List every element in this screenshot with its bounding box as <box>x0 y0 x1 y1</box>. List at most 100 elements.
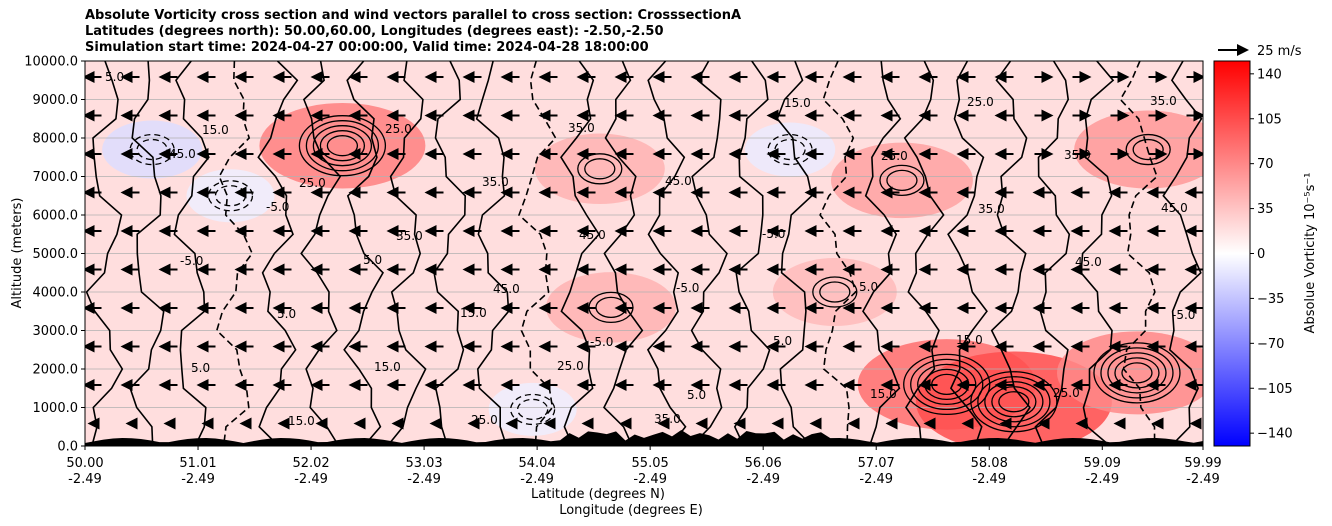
vorticity-feature-0 <box>259 102 426 189</box>
contour-path-17 <box>819 61 857 446</box>
axes: 0.0 1000.0 2000.0 3000.0 4000.0 5000.0 6000.0 7… <box>24 55 1221 488</box>
colorbar-ticks: 140 105 70 35 0 −35 −70 −105 −140 <box>1250 67 1293 442</box>
chart-title-line-1: Absolute Vorticity cross section and win… <box>85 8 742 23</box>
contour-label-30: 5.0 <box>859 280 878 294</box>
vorticity-feature-10 <box>186 169 275 223</box>
contour-path-11 <box>560 61 601 446</box>
x-tick-label-lon-5: -2.49 <box>633 472 667 487</box>
contour-path-9 <box>475 61 510 446</box>
vorticity-feature-11 <box>744 122 836 177</box>
contour-label-1: 15.0 <box>202 123 229 137</box>
colorbar-tick-label-7: −105 <box>1257 382 1293 397</box>
vorticity-feature-2 <box>545 272 676 343</box>
contour-path-20 <box>947 61 988 446</box>
colorbar-tick-label-0: 140 <box>1257 67 1282 82</box>
contour-ring-12-2 <box>509 393 556 426</box>
contour-ring-6-2 <box>991 386 1037 418</box>
plot-area: 5.0 15.0 25.0 35.0 45.0 -5.0 5.0 15.0 25.0 35.0 45… <box>84 60 1204 447</box>
vorticity-feature-8 <box>1074 110 1203 189</box>
contour-label-4: 45.0 <box>493 282 520 296</box>
contour-label-14: 25.0 <box>385 122 412 136</box>
contour-label-2: 25.0 <box>299 176 326 190</box>
y-tick-label-0: 0.0 <box>57 440 78 455</box>
contour-label-39: 35.0 <box>654 412 681 426</box>
x-tick-label-lon-6: -2.49 <box>746 472 780 487</box>
contour-label-22: 45.0 <box>1161 201 1188 215</box>
contour-label-6: 5.0 <box>687 388 706 402</box>
contour-label-32: 25.0 <box>1053 386 1080 400</box>
contour-label-25: 15.0 <box>374 360 401 374</box>
x-axis-label-2: Longitude (degrees E) <box>559 503 703 518</box>
y-tick-label-5: 5000.0 <box>33 247 79 262</box>
contour-label-21: 35.0 <box>1064 148 1091 162</box>
contour-ring-4-2 <box>812 276 858 308</box>
contour-ring-1-1 <box>584 158 616 180</box>
contour-ring-6-3 <box>984 381 1044 423</box>
colorbar: 140 105 70 35 0 −35 −70 −105 −140 Absolue Vortic… <box>1213 60 1318 447</box>
x-tick-label-lon-8: -2.49 <box>972 472 1006 487</box>
x-tick-label-lat-10: 59.99 <box>1184 456 1221 471</box>
colorbar-gradient <box>1213 60 1251 447</box>
contour-ring-7-3 <box>1107 352 1167 394</box>
x-tick-label-lat-5: 55.05 <box>632 456 669 471</box>
x-tick-label-lon-10: -2.49 <box>1186 472 1220 487</box>
contour-ring-12-1 <box>516 398 549 421</box>
x-tick-label-lat-7: 57.07 <box>858 456 895 471</box>
contour-ring-10-2 <box>207 180 254 212</box>
colorbar-tick-label-8: −140 <box>1257 427 1293 442</box>
y-tick-label-6: 6000.0 <box>33 209 79 224</box>
contour-ring-7-2 <box>1114 357 1160 389</box>
chart-title-line-3: Simulation start time: 2024-04-27 00:00:… <box>85 40 649 55</box>
colorbar-tick-label-4: 0 <box>1257 247 1265 262</box>
x-tick-label-lat-8: 58.08 <box>971 456 1008 471</box>
x-tick-label-lat-1: 51.01 <box>179 456 216 471</box>
contour-label-15: 35.0 <box>482 175 509 189</box>
contour-label-9: 35.0 <box>978 202 1005 216</box>
contour-path-18 <box>862 61 902 446</box>
contour-path-15 <box>733 61 771 446</box>
contour-label-23: -5.0 <box>180 254 203 268</box>
contour-ring-0-5 <box>298 115 387 177</box>
contour-ring-1-2 <box>577 153 623 185</box>
contour-ring-3-1 <box>886 169 918 192</box>
y-tick-label-3: 3000.0 <box>33 324 79 339</box>
contour-lines <box>85 61 1203 446</box>
contour-ring-0-2 <box>319 130 366 162</box>
x-tick-label-lat-4: 54.04 <box>519 456 556 471</box>
contour-path-0 <box>85 61 124 446</box>
quiver-key: 25 m/s <box>1218 44 1302 59</box>
contour-ring-4-1 <box>819 281 851 303</box>
contour-ring-5-5 <box>903 353 991 416</box>
contour-label-17: -5.0 <box>676 281 699 295</box>
contour-ring-9-2 <box>129 133 175 166</box>
contour-ring-0-1 <box>326 135 359 157</box>
contour-ring-6-4 <box>977 376 1051 428</box>
contour-labels: 5.0 15.0 25.0 35.0 45.0 -5.0 5.0 15.0 25.0 35.0 45… <box>105 70 1195 428</box>
colorbar-tick-label-3: 35 <box>1257 202 1274 217</box>
contour-ring-7-1 <box>1121 362 1153 384</box>
contour-ring-5-3 <box>917 363 977 406</box>
contour-ring-5-4 <box>910 358 984 411</box>
y-tick-label-7: 7000.0 <box>33 170 79 185</box>
contour-label-12: 5.0 <box>191 361 210 375</box>
y-tick-label-9: 9000.0 <box>33 93 79 108</box>
contour-label-19: 15.0 <box>870 387 897 401</box>
x-tick-label-lon-4: -2.49 <box>520 472 554 487</box>
y-tick-label-8: 8000.0 <box>33 132 79 147</box>
contour-label-31: 15.0 <box>956 333 983 347</box>
x-tick-label-lon-9: -2.49 <box>1085 472 1119 487</box>
colorbar-tick-label-5: −35 <box>1257 292 1284 307</box>
contour-label-18: 5.0 <box>773 334 792 348</box>
contour-label-10: 45.0 <box>1075 255 1102 269</box>
contour-path-7 <box>386 61 427 446</box>
colorbar-label: Absolue Vorticity 10⁻⁵s⁻¹ <box>1303 173 1318 334</box>
contour-label-27: 35.0 <box>568 121 595 135</box>
contour-label-26: 25.0 <box>471 413 498 427</box>
x-tick-label-lat-6: 56.06 <box>745 456 782 471</box>
y-tick-label-10: 10000.0 <box>24 55 78 70</box>
contour-ring-0-3 <box>312 125 373 167</box>
contour-path-2 <box>173 61 210 446</box>
y-axis-label: Altitude (meters) <box>10 198 25 309</box>
contour-label-24: 5.0 <box>277 307 296 321</box>
contour-label-38: 25.0 <box>557 359 584 373</box>
